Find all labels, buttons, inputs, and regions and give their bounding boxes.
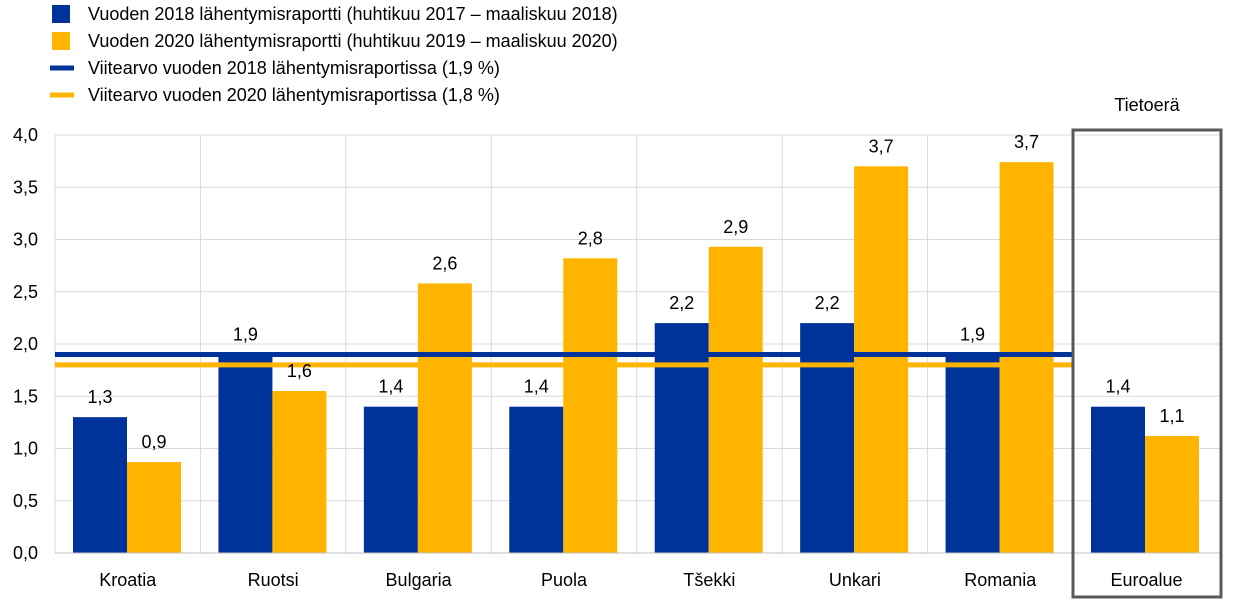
data-label: 2,9 bbox=[723, 217, 748, 237]
bar bbox=[218, 354, 273, 553]
data-label: 3,7 bbox=[1014, 132, 1039, 152]
highlight-box: Tietoerä bbox=[1071, 95, 1223, 599]
bar bbox=[127, 462, 181, 553]
data-label: 3,7 bbox=[869, 136, 894, 156]
reference-lines bbox=[55, 351, 1073, 368]
data-label: 2,2 bbox=[815, 293, 840, 313]
data-label: 1,1 bbox=[1159, 406, 1184, 426]
bar bbox=[945, 354, 1000, 553]
y-tick-label: 2,5 bbox=[13, 282, 38, 302]
bar bbox=[654, 323, 709, 553]
y-tick-label: 0,0 bbox=[13, 543, 38, 563]
bar bbox=[1091, 406, 1145, 553]
y-axis: 0,0 0,5 1,0 1,5 2,0 2,5 3,0 3,5 4,0 bbox=[13, 125, 38, 563]
data-label: 1,3 bbox=[87, 387, 112, 407]
bar bbox=[854, 166, 909, 553]
x-tick-label: Ruotsi bbox=[248, 570, 299, 590]
bar bbox=[509, 406, 564, 553]
data-label: 1,9 bbox=[960, 324, 985, 344]
highlight-frame bbox=[1071, 128, 1223, 599]
legend-label: Viitearvo vuoden 2020 lähentymisraportis… bbox=[88, 85, 500, 105]
x-tick-label: Romania bbox=[964, 570, 1037, 590]
y-tick-label: 0,5 bbox=[13, 491, 38, 511]
data-label: 1,6 bbox=[287, 361, 312, 381]
y-tick-label: 3,5 bbox=[13, 177, 38, 197]
y-tick-label: 1,5 bbox=[13, 386, 38, 406]
y-tick-label: 2,0 bbox=[13, 334, 38, 354]
data-label: 2,2 bbox=[669, 293, 694, 313]
bar bbox=[563, 258, 618, 553]
bar bbox=[272, 391, 327, 553]
x-tick-label: Kroatia bbox=[99, 570, 157, 590]
x-tick-label: Bulgaria bbox=[386, 570, 453, 590]
bar bbox=[708, 246, 763, 553]
highlight-box-label: Tietoerä bbox=[1114, 95, 1180, 115]
bar bbox=[1145, 435, 1199, 553]
chart-bars bbox=[73, 162, 1199, 554]
bar bbox=[73, 417, 127, 553]
legend-label: Viitearvo vuoden 2018 lähentymisraportis… bbox=[88, 58, 500, 78]
x-tick-label: Euroalue bbox=[1110, 570, 1182, 590]
y-tick-label: 1,0 bbox=[13, 439, 38, 459]
data-label: 1,9 bbox=[233, 324, 258, 344]
bar bbox=[800, 323, 855, 553]
data-labels: 1,3 0,9 1,9 1,6 1,4 2,6 1,4 2,8 2,2 2,9 2,2 3,7 1,9 3… bbox=[87, 132, 1184, 452]
data-label: 2,6 bbox=[432, 253, 457, 273]
x-tick-label: Puola bbox=[541, 570, 588, 590]
legend-label: Vuoden 2018 lähentymisraportti (huhtikuu… bbox=[88, 4, 618, 24]
data-label: 2,8 bbox=[578, 228, 603, 248]
legend: Vuoden 2018 lähentymisraportti (huhtikuu… bbox=[50, 4, 618, 105]
bar bbox=[363, 406, 418, 553]
y-tick-label: 4,0 bbox=[13, 125, 38, 145]
data-label: 1,4 bbox=[378, 377, 403, 397]
bar bbox=[999, 162, 1054, 554]
x-tick-label: Unkari bbox=[829, 570, 881, 590]
y-tick-label: 3,0 bbox=[13, 230, 38, 250]
data-label: 1,4 bbox=[524, 377, 549, 397]
legend-swatch bbox=[52, 5, 70, 23]
x-tick-label: Tšekki bbox=[683, 570, 735, 590]
data-label: 1,4 bbox=[1105, 377, 1130, 397]
legend-label: Vuoden 2020 lähentymisraportti (huhtikuu… bbox=[88, 31, 618, 51]
data-label: 0,9 bbox=[141, 432, 166, 452]
legend-swatch bbox=[52, 32, 70, 50]
bar bbox=[417, 283, 472, 553]
x-axis: Kroatia Ruotsi Bulgaria Puola Tšekki Unkari Ro… bbox=[55, 552, 1220, 590]
